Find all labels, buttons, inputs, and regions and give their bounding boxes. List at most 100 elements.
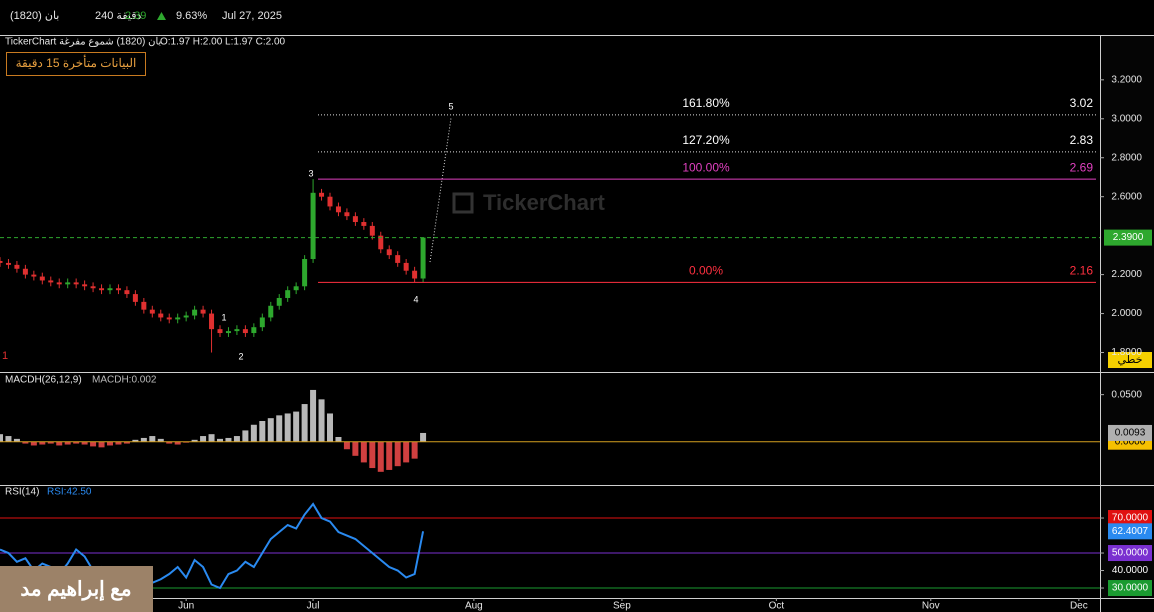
histogram-bar [284, 413, 291, 442]
histogram-bar [73, 441, 80, 444]
current-value-bg [1108, 523, 1152, 540]
candle-body [412, 270, 418, 279]
y-tick-label: 3.0000 [1111, 113, 1142, 124]
histogram-bar [56, 441, 63, 446]
candle-body [115, 288, 121, 291]
candle-body [344, 212, 350, 217]
interval: 240 دقيقة [95, 10, 141, 22]
fib-percent: 100.00% [682, 160, 730, 174]
candle-body [5, 262, 11, 265]
current-value-bg [1108, 424, 1152, 441]
fib-percent: 127.20% [682, 133, 730, 147]
x-tick-label: Dec [1070, 601, 1088, 612]
x-tick-label: Aug [465, 601, 483, 612]
y-tick-label: 2.2000 [1111, 269, 1142, 280]
histogram-bar [90, 441, 97, 447]
histogram-bar [208, 434, 215, 442]
candle-body [361, 222, 367, 226]
y-tick-label: 1.8000 [1111, 347, 1142, 358]
histogram-bar [157, 438, 164, 442]
x-tick-label: Jun [178, 601, 194, 612]
histogram-bar [123, 441, 130, 444]
panel-number: 1 [2, 350, 8, 362]
watermark-icon [452, 192, 474, 214]
candle-body [335, 206, 341, 213]
histogram-bar [64, 441, 71, 445]
candle-body [31, 274, 37, 277]
candle-body [200, 309, 206, 314]
candle-body [276, 297, 282, 306]
candle-body [107, 288, 113, 291]
candle-body [132, 294, 138, 302]
histogram-bar [98, 441, 105, 448]
macd-title: MACDH(26,12,9) [5, 375, 82, 386]
candle-body [209, 313, 215, 330]
candle-body [302, 259, 308, 287]
candle-body [386, 249, 392, 256]
histogram-bar [0, 434, 3, 442]
candle-body [395, 255, 401, 263]
last-price-label: 2.3900 [1113, 232, 1144, 243]
wave-label: 3 [308, 168, 313, 178]
price-axis-bg [1100, 36, 1154, 598]
delay-box [6, 52, 146, 76]
candle-body [175, 317, 181, 320]
candle-body [124, 290, 130, 295]
watermark: TickerChart [483, 190, 606, 215]
candle-body [268, 305, 274, 318]
candle-body [158, 313, 164, 318]
wave-label: 5 [448, 101, 453, 111]
candle-body [65, 282, 71, 285]
y-tick-label: 0.0000 [1115, 436, 1146, 447]
histogram-bar [276, 415, 283, 442]
overlay-text: مع إبراهيم مد [20, 578, 131, 601]
candle-body [166, 317, 172, 320]
histogram-bar [47, 441, 54, 444]
histogram-bar [250, 424, 257, 442]
candle-body [73, 282, 79, 285]
candle-body [22, 268, 28, 275]
x-tick-label: Oct [769, 601, 785, 612]
fib-value: 2.83 [1070, 133, 1094, 147]
candle-body [192, 309, 198, 316]
histogram-bar [217, 438, 223, 442]
wave-projection [429, 117, 452, 263]
last-price-bg [1104, 229, 1152, 246]
histogram-bar [30, 441, 37, 446]
candle-body [259, 317, 265, 328]
change: 9.63% [176, 10, 207, 22]
candle-body [183, 315, 189, 318]
y-tick-label: 2.8000 [1111, 152, 1142, 163]
candle-body [327, 196, 333, 207]
y-tick-label: 40.0000 [1112, 565, 1149, 576]
y-tick-label: 3.2000 [1111, 74, 1142, 85]
histogram-bar [369, 441, 376, 469]
fib-percent: 0.00% [689, 264, 723, 278]
candle-body [225, 331, 231, 334]
candle-body [90, 286, 96, 289]
y-tick-label: 70.0000 [1112, 513, 1149, 524]
wave-label: 2 [238, 351, 243, 361]
histogram-bar [132, 439, 139, 442]
candle-body [82, 284, 88, 287]
histogram-bar [293, 411, 300, 442]
histogram-bar [352, 441, 359, 456]
histogram-bar [22, 441, 29, 444]
y-tick-label: 50.0000 [1112, 548, 1149, 559]
histogram-bar [166, 441, 173, 444]
y-tick-label: 2.6000 [1111, 191, 1142, 202]
symbol: بان (1820) [10, 10, 59, 22]
histogram-bar [377, 441, 384, 472]
y-tick-bg [1108, 510, 1152, 527]
histogram-bar [200, 436, 207, 442]
wave-label: 4 [413, 294, 418, 304]
macd-value: MACDH:0.002 [92, 375, 157, 386]
histogram-bar [5, 436, 12, 442]
histogram-bar [411, 441, 418, 459]
histogram-bar [301, 404, 308, 442]
candle-body [403, 262, 409, 271]
histogram-bar [225, 437, 232, 442]
date: Jul 27, 2025 [222, 10, 282, 22]
